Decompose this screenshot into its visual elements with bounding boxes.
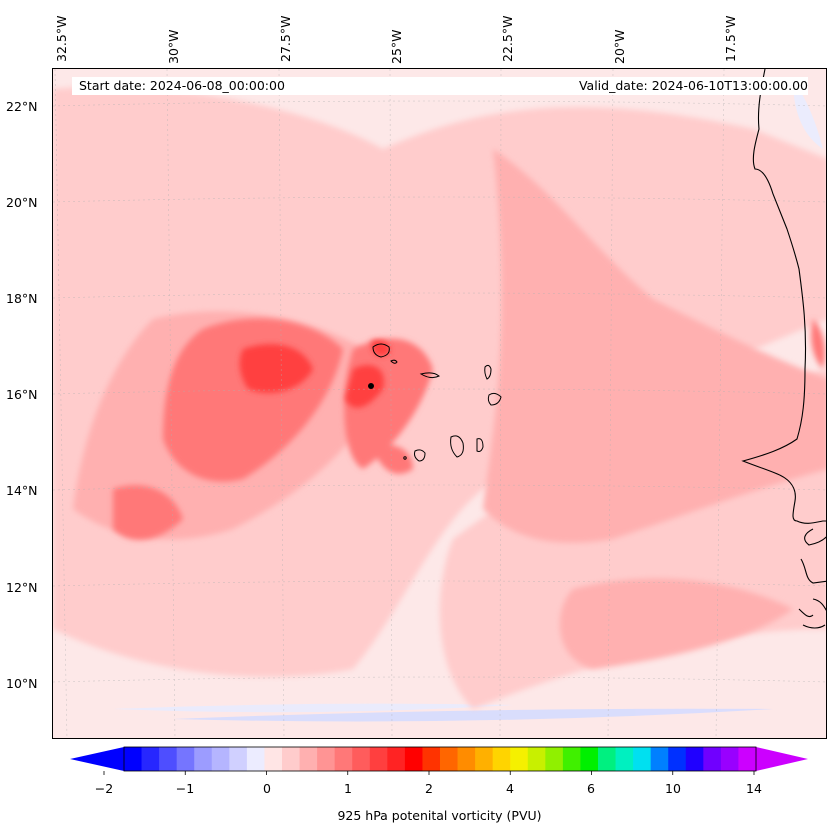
colorbar-cell: [387, 747, 406, 771]
colorbar-extend-high: [756, 747, 808, 771]
lon-label-27-5w: 27.5°W: [278, 15, 293, 62]
island-sao-nicolau: [419, 372, 440, 379]
lon-label-25w: 25°W: [389, 29, 404, 64]
island-brava: [403, 456, 407, 460]
colorbar-cell: [545, 747, 564, 771]
colorbar-tick-label-1: −1: [175, 781, 195, 796]
lat-label-20n: 20°N: [6, 195, 38, 210]
lat-label-22n: 22°N: [6, 99, 38, 114]
colorbar-cell: [598, 747, 616, 771]
colorbar-cell: [229, 747, 248, 771]
colorbar-cell: [404, 747, 423, 771]
date-strip: [72, 77, 808, 95]
island-santo-antao: [372, 343, 390, 358]
colorbar-cell: [369, 747, 388, 771]
island-maio: [476, 438, 484, 452]
valid-date-label: Valid_date: 2024-06-10T13:00:00.00: [578, 78, 808, 93]
colorbar-cells: [124, 747, 757, 771]
island-santiago: [450, 435, 464, 458]
cape-verde-islands: [372, 343, 502, 462]
colorbar-tick-label-7: 10: [665, 781, 681, 796]
start-date-label: Start date: 2024-06-08_00:00:00: [79, 78, 285, 93]
colorbar-cell: [492, 747, 511, 771]
colorbar-tick-label-4: 2: [425, 781, 433, 796]
colorbar-tick-label-2: 0: [263, 781, 271, 796]
colorbar-cell: [440, 747, 458, 771]
lon-label-30w: 30°W: [166, 29, 181, 64]
colorbar-cell: [738, 747, 757, 771]
colorbar-cell: [562, 747, 581, 771]
island-sao-vicente: [390, 359, 398, 364]
colorbar-cell: [668, 747, 687, 771]
colorbar-cell: [159, 747, 178, 771]
colorbar-cell: [352, 747, 371, 771]
map-frame[interactable]: [52, 68, 827, 739]
colorbar-tick-label-0: −2: [94, 781, 114, 796]
colorbar: [70, 746, 808, 775]
colorbar-cell: [317, 747, 336, 771]
colorbar-tick-marks: [103, 771, 755, 775]
colorbar-extend-low: [70, 747, 124, 771]
colorbar-label: 925 hPa potenital vorticity (PVU): [337, 808, 542, 823]
colorbar-cell: [211, 747, 230, 771]
colorbar-cell: [194, 747, 213, 771]
colorbar-cell: [615, 747, 634, 771]
colorbar-tick-label-6: 6: [587, 781, 595, 796]
colorbar-outline: [123, 746, 757, 772]
colorbar-cell: [176, 747, 195, 771]
colorbar-cell: [282, 747, 300, 771]
colorbar-cell: [264, 747, 283, 771]
lat-label-10n: 10°N: [6, 676, 38, 691]
african-coastline: [741, 69, 826, 629]
colorbar-cell: [580, 747, 599, 771]
colorbar-cell: [685, 747, 704, 771]
colorbar-cell: [457, 747, 476, 771]
colorbar-cell: [475, 747, 494, 771]
colorbar-cell: [246, 747, 265, 771]
colorbar-cell: [510, 747, 529, 771]
island-sal: [484, 364, 492, 380]
island-boa-vista: [487, 392, 502, 406]
pv-band-core: [239, 339, 390, 408]
colorbar-cell: [141, 747, 160, 771]
colorbar-cell: [633, 747, 652, 771]
lon-label-20w: 20°W: [612, 29, 627, 64]
colorbar-cell: [650, 747, 669, 771]
colorbar-cell: [527, 747, 546, 771]
lat-label-18n: 18°N: [6, 291, 38, 306]
colorbar-tick-label-5: 4: [506, 781, 514, 796]
colorbar-cell: [299, 747, 318, 771]
lon-label-32-5w: 32.5°W: [54, 15, 69, 62]
lon-label-22-5w: 22.5°W: [500, 15, 515, 62]
pv-contour-map[interactable]: [53, 69, 827, 739]
colorbar-cell: [422, 747, 441, 771]
colorbar-tick-label-8: 14: [746, 781, 762, 796]
lat-label-16n: 16°N: [6, 387, 38, 402]
lat-label-12n: 12°N: [6, 580, 38, 595]
colorbar-cell: [334, 747, 353, 771]
marker-dot: [368, 383, 374, 389]
colorbar-cell: [720, 747, 739, 771]
colorbar-cell: [124, 747, 142, 771]
lat-label-14n: 14°N: [6, 483, 38, 498]
colorbar-tick-label-3: 1: [344, 781, 352, 796]
lon-label-17-5w: 17.5°W: [723, 15, 738, 62]
island-fogo: [414, 449, 426, 462]
colorbar-cell: [703, 747, 722, 771]
graticule: [53, 69, 826, 738]
